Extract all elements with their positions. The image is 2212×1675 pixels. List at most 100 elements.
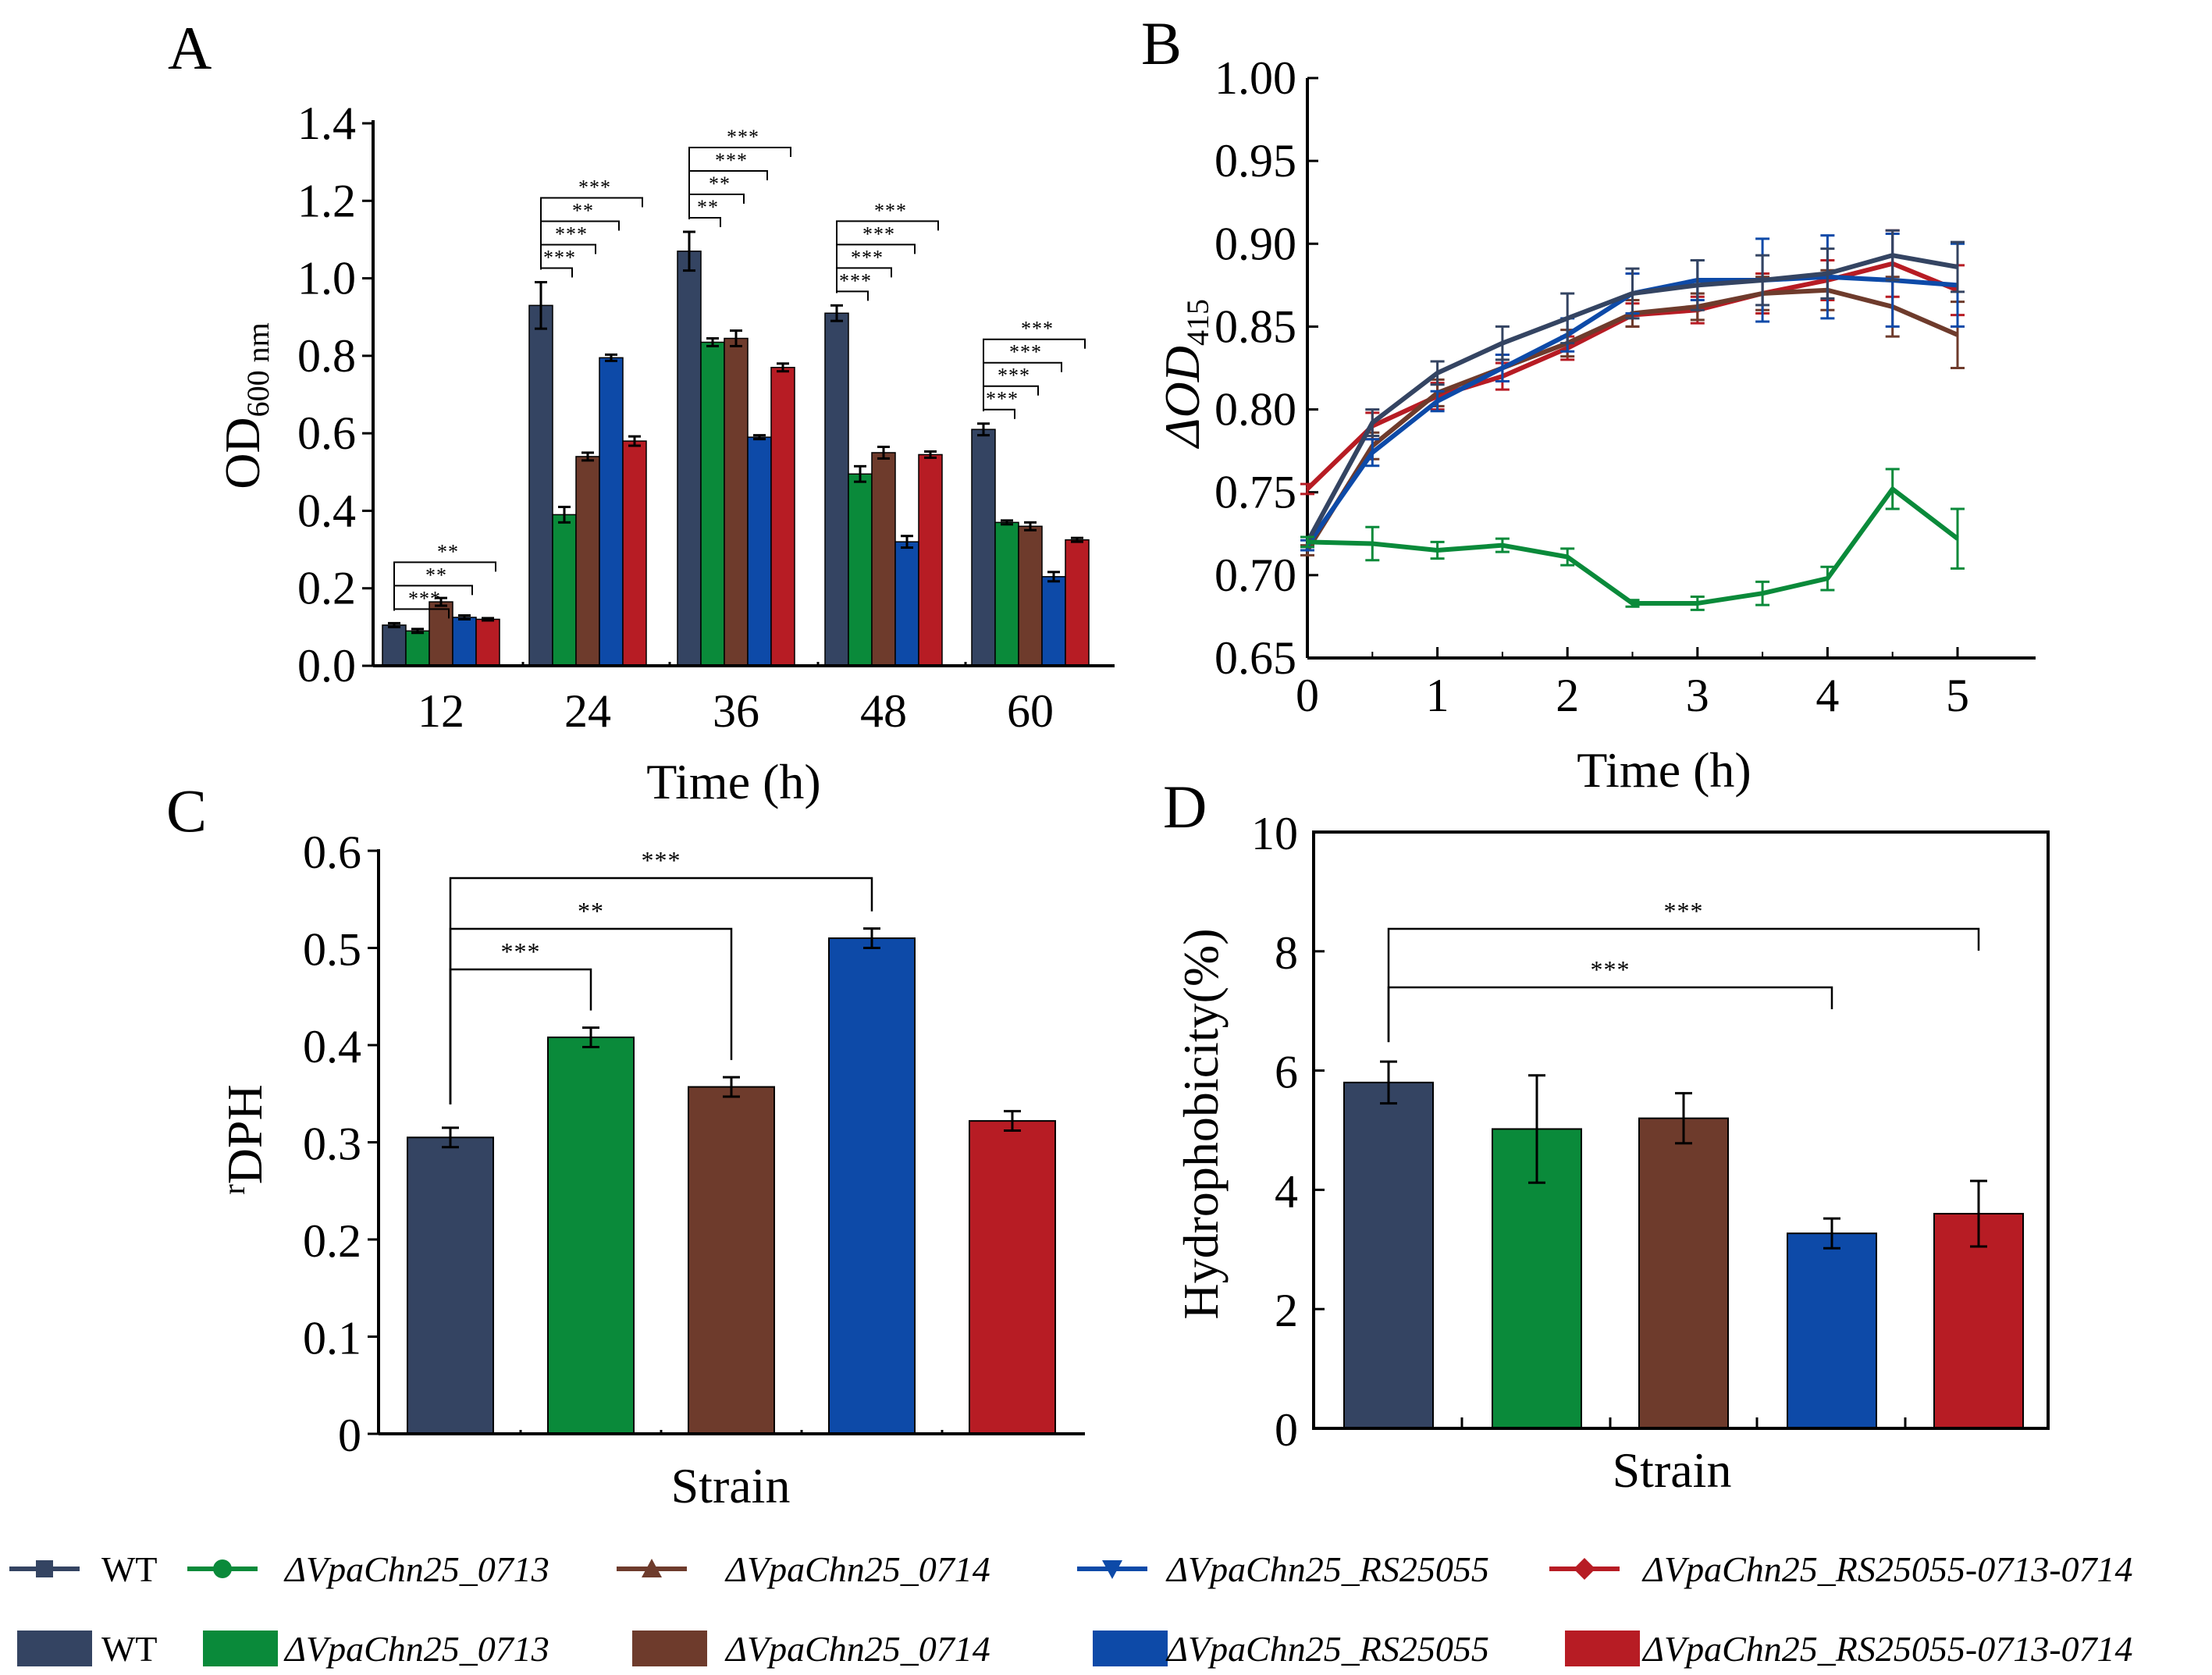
bar-a-12-s3 xyxy=(452,617,477,667)
bar-a-48-s4 xyxy=(918,453,943,667)
legend-swatch-3 xyxy=(1093,1631,1168,1666)
y-tick-c-0.6: 0.6 xyxy=(303,827,361,878)
bar-c-3 xyxy=(828,937,916,1435)
legend-line-label-1: ΔVpaChn25_0713 xyxy=(283,1549,549,1589)
legend-line-label-2: ΔVpaChn25_0714 xyxy=(724,1549,990,1589)
panel-letter-b: B xyxy=(1141,9,1182,77)
y-tick-d-0: 0 xyxy=(1275,1404,1298,1456)
bar-c-4 xyxy=(969,1120,1056,1435)
x-tick-a-36: 36 xyxy=(713,685,759,737)
y-tick-b-0.95: 0.95 xyxy=(1214,135,1296,187)
y-tick-a-0.4: 0.4 xyxy=(297,485,356,536)
y-tick-a-1.4: 1.4 xyxy=(297,98,356,149)
panel-letter-d: D xyxy=(1163,773,1207,841)
sig-label-a: *** xyxy=(862,222,895,245)
bar-a-60-s1 xyxy=(994,521,1019,667)
legend-marker-diamond-4 xyxy=(1574,1558,1595,1580)
line-b-s1 xyxy=(1307,486,1959,606)
y-tick-a-1.0: 1.0 xyxy=(297,253,356,304)
panel-a-chart: 12 24 36 48 600.00.20.40.60.81.01.21.4******… xyxy=(215,98,1115,809)
bar-d-4 xyxy=(1933,1212,2024,1429)
bar-c-0 xyxy=(407,1136,494,1435)
bar-a-48-s2 xyxy=(871,452,896,667)
x-tick-a-60: 60 xyxy=(1007,685,1054,737)
sig-label-a: ** xyxy=(572,200,594,222)
legend: WT ΔVpaChn25_0713 ΔVpaChn25_0714 ΔVpaChn25_… xyxy=(9,1549,2133,1669)
bar-a-48-s3 xyxy=(894,541,919,667)
sig-bracket-a xyxy=(983,408,1015,419)
bar-d-2 xyxy=(1638,1117,1729,1429)
y-tick-c-0.1: 0.1 xyxy=(303,1313,361,1364)
sig-label-c: ** xyxy=(578,897,604,925)
panel-b-xlabel: Time (h) xyxy=(1577,742,1751,798)
bar-a-60-s3 xyxy=(1041,576,1066,667)
bar-a-24-s0 xyxy=(528,304,553,667)
sig-label-a: ** xyxy=(697,196,719,219)
sig-bracket-a xyxy=(983,338,1086,411)
x-tick-a-24: 24 xyxy=(564,685,611,737)
sig-bracket-a xyxy=(836,290,869,301)
x-tick-b-2: 2 xyxy=(1556,670,1579,721)
x-tick-b-3: 3 xyxy=(1686,670,1709,721)
sig-label-a: *** xyxy=(715,149,748,172)
bar-a-24-s4 xyxy=(622,440,647,667)
bar-a-24-s3 xyxy=(599,357,624,667)
bar-a-36-s2 xyxy=(724,337,749,667)
x-tick-a-48: 48 xyxy=(860,685,907,737)
panel-b-chart: 0.65 0.70 0.75 0.80 0.85 0.90 0.95 1.00 0 1 2 3 4 5 T… xyxy=(1154,52,2036,798)
panel-a-ylabel: OD600 nm xyxy=(215,322,276,489)
y-tick-d-6: 6 xyxy=(1275,1047,1298,1098)
sig-label-a: *** xyxy=(543,247,576,269)
sig-bracket-a xyxy=(393,561,496,611)
panel-a-xlabel: Time (h) xyxy=(646,754,820,809)
panel-letter-a: A xyxy=(168,14,212,82)
y-tick-b-0.65: 0.65 xyxy=(1214,632,1296,684)
sig-bracket-a xyxy=(540,267,573,278)
y-tick-a-0.6: 0.6 xyxy=(297,407,356,459)
bar-a-60-s4 xyxy=(1065,539,1090,667)
panel-c-xlabel: Strain xyxy=(671,1458,791,1513)
bar-a-48-s1 xyxy=(848,473,873,667)
sig-label-c: *** xyxy=(501,937,541,966)
y-tick-a-0.0: 0.0 xyxy=(297,640,356,692)
bar-d-3 xyxy=(1787,1232,1877,1429)
sig-label-a: *** xyxy=(408,587,441,610)
sig-label-a: *** xyxy=(1021,318,1054,340)
bar-a-12-s0 xyxy=(382,624,407,667)
sig-label-a: *** xyxy=(839,269,872,292)
significance-d: *** *** xyxy=(1387,897,1980,1043)
sig-label-a: *** xyxy=(727,126,759,148)
bar-d-0 xyxy=(1343,1081,1434,1429)
panel-c-ylabel: rDPH xyxy=(216,1084,272,1194)
legend-bar-label-2: ΔVpaChn25_0714 xyxy=(724,1629,990,1669)
sig-label-d: *** xyxy=(1591,955,1631,983)
x-tick-b-4: 4 xyxy=(1815,670,1839,721)
bar-a-36-s1 xyxy=(700,341,725,667)
legend-line-label-4: ΔVpaChn25_RS25055-0713-0714 xyxy=(1641,1549,2133,1589)
y-tick-d-2: 2 xyxy=(1275,1285,1298,1336)
plot-frame-d xyxy=(1312,830,2050,1430)
sig-label-a: *** xyxy=(1009,341,1042,364)
legend-swatch-2 xyxy=(632,1631,707,1666)
sig-bracket-a xyxy=(540,197,643,270)
sig-label-a: *** xyxy=(578,176,611,199)
sig-label-a: *** xyxy=(851,246,884,268)
sig-label-c: *** xyxy=(642,846,681,874)
y-tick-d-10: 10 xyxy=(1251,808,1298,859)
bar-a-36-s4 xyxy=(770,367,795,667)
sig-label-a: *** xyxy=(998,365,1030,387)
y-tick-d-8: 8 xyxy=(1275,927,1298,979)
y-tick-b-1.00: 1.00 xyxy=(1214,52,1296,104)
legend-line-label-3: ΔVpaChn25_RS25055 xyxy=(1165,1549,1489,1589)
y-tick-c-0: 0 xyxy=(338,1410,361,1461)
panel-d-xlabel: Strain xyxy=(1613,1442,1732,1498)
y-tick-d-4: 4 xyxy=(1275,1165,1298,1217)
legend-swatch-1 xyxy=(203,1631,278,1666)
legend-marker-circle-1 xyxy=(213,1559,232,1578)
legend-bar-label-4: ΔVpaChn25_RS25055-0713-0714 xyxy=(1641,1629,2133,1669)
bar-a-12-s4 xyxy=(475,618,500,667)
x-tick-b-0: 0 xyxy=(1296,670,1319,721)
y-tick-c-0.3: 0.3 xyxy=(303,1118,361,1170)
sig-bracket-d xyxy=(1387,927,1980,1043)
bar-a-24-s2 xyxy=(575,456,600,667)
